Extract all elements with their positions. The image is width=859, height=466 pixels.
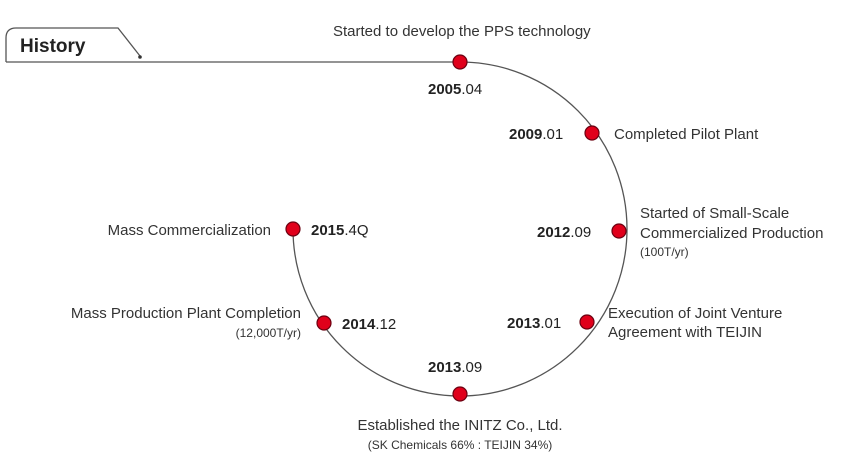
event-date: 2015.4Q (311, 222, 369, 239)
timeline-event-2012-09: 2012.09 Started of Small-Scale Commercia… (537, 205, 823, 259)
timeline-marker (584, 125, 600, 141)
event-label: Started of Small-Scale (640, 205, 789, 222)
event-label: Started to develop the PPS technology (333, 23, 591, 40)
timeline-event-2015-4q: 2015.4Q Mass Commercialization (108, 221, 369, 239)
timeline-arc (292, 61, 628, 397)
timeline-event-2013-09: 2013.09 Established the INITZ Co., Ltd. … (357, 359, 562, 452)
event-label: Established the INITZ Co., Ltd. (357, 417, 562, 434)
timeline-marker (452, 54, 468, 70)
event-label: Mass Commercialization (108, 222, 271, 239)
event-date: 2013.01 (507, 315, 561, 332)
timeline-event-2005-04: 2005.04 Started to develop the PPS techn… (333, 23, 591, 98)
timeline-marker (285, 221, 301, 237)
event-date: 2013.09 (428, 359, 482, 376)
event-label: Completed Pilot Plant (614, 126, 759, 143)
timeline-event-2014-12: 2014.12 Mass Production Plant Completion… (71, 305, 396, 340)
event-note: (SK Chemicals 66% : TEIJIN 34%) (368, 438, 553, 452)
timeline-event-2009-01: 2009.01 Completed Pilot Plant (509, 125, 759, 143)
timeline-event-2013-01: 2013.01 Execution of Joint Venture Agree… (507, 305, 782, 341)
event-label: Execution of Joint Venture (608, 305, 782, 322)
event-label: Mass Production Plant Completion (71, 305, 301, 322)
event-label: Agreement with TEIJIN (608, 324, 762, 341)
event-note: (12,000T/yr) (236, 326, 301, 340)
history-title: History (20, 36, 86, 57)
event-date: 2012.09 (537, 224, 591, 241)
history-tab-frame (5, 27, 141, 62)
event-label: Commercialized Production (640, 225, 823, 242)
event-date: 2014.12 (342, 316, 396, 333)
timeline-marker (452, 386, 468, 402)
event-date: 2005.04 (428, 81, 482, 98)
timeline-marker (579, 314, 595, 330)
event-note: (100T/yr) (640, 245, 689, 259)
tab-dot (138, 55, 142, 59)
timeline-marker (611, 223, 627, 239)
event-date: 2009.01 (509, 126, 563, 143)
timeline-marker (316, 315, 332, 331)
